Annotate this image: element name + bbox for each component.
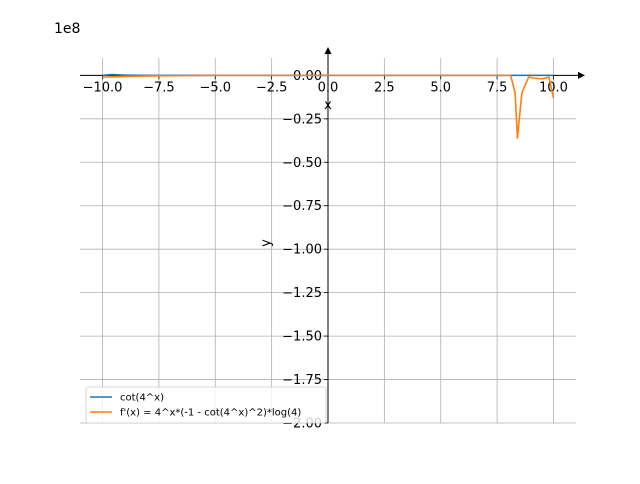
x-tick-label: 5.0	[430, 80, 451, 95]
x-tick-label: −2.5	[256, 80, 288, 95]
y-tick-label: −1.25	[282, 286, 322, 301]
x-axis-arrow	[578, 71, 585, 79]
x-tick-label: 7.5	[487, 80, 508, 95]
x-tick-label: 0.0	[318, 80, 339, 95]
x-tick-label: −5.0	[199, 80, 231, 95]
legend: cot(4^x) f'(x) = 4^x*(-1 - cot(4^x)^2)*lo…	[85, 386, 327, 424]
y-tick-label: −1.00	[282, 243, 322, 258]
y-ticks: 0.00−0.25−0.50−0.75−1.00−1.25−1.50−1.75−…	[282, 69, 328, 432]
y-tick-label: −0.75	[282, 199, 322, 214]
series-lines	[102, 73, 555, 139]
legend-label-1: cot(4^x)	[120, 393, 164, 404]
x-tick-label: −10.0	[83, 80, 123, 95]
y-tick-label: −1.75	[282, 373, 322, 388]
y-axis-arrow	[324, 47, 332, 54]
y-axis-label: y	[259, 239, 274, 247]
y-tick-label: 0.00	[293, 69, 322, 84]
x-ticks: −10.0 −7.5 −5.0 −2.5 0.0 2.5 5.0 7.5 10.0	[83, 75, 568, 95]
x-tick-label: −7.5	[143, 80, 175, 95]
y-tick-label: −0.50	[282, 156, 322, 171]
x-tick-label: 10.0	[539, 80, 568, 95]
y-offset-text: 1e8	[54, 21, 80, 37]
y-tick-label: −0.25	[282, 112, 322, 127]
x-tick-label: 2.5	[374, 80, 395, 95]
axes	[80, 47, 585, 423]
legend-box	[85, 386, 327, 424]
series-line-2	[102, 74, 555, 139]
x-axis-label: x	[324, 98, 332, 113]
y-tick-label: −1.50	[282, 330, 322, 345]
legend-label-2: f'(x) = 4^x*(-1 - cot(4^x)^2)*log(4)	[120, 408, 301, 419]
